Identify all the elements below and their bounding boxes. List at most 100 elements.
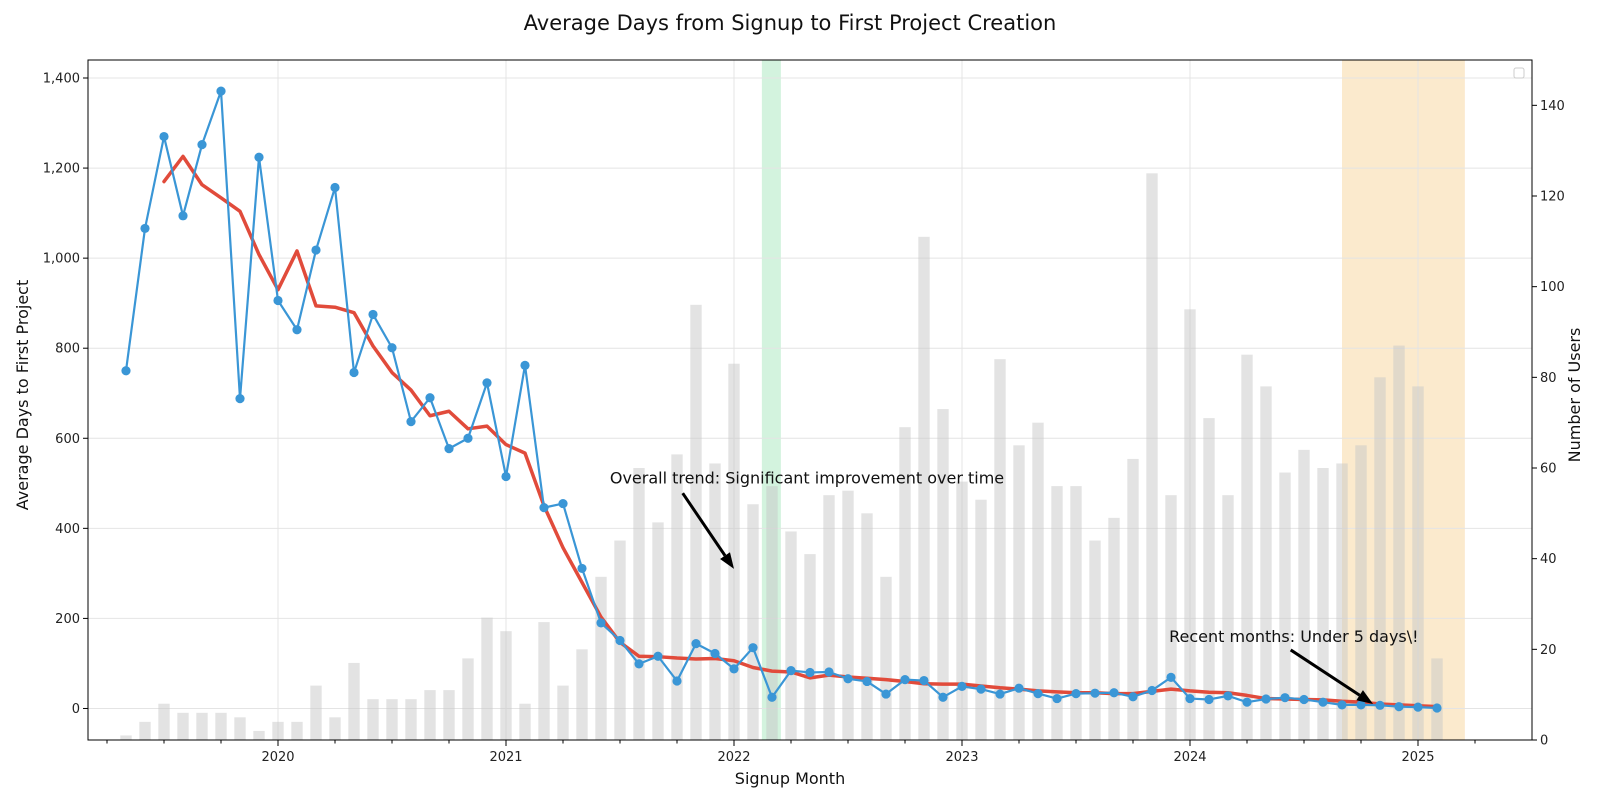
user-count-bar [1203,418,1215,740]
user-count-bar [291,721,303,740]
user-count-bar [1032,422,1044,740]
user-count-bar [405,699,417,740]
user-count-bar [253,730,265,740]
avg-days-point [1109,688,1119,698]
avg-days-point [1432,703,1442,713]
user-count-bar [975,499,987,740]
avg-days-point [1242,697,1252,707]
y-tick-label: 600 [55,432,80,447]
annotation-text-2: Recent months: Under 5 days\! [1169,627,1418,646]
user-count-bar [329,717,341,740]
user-count-bar [899,427,911,740]
user-count-bar [1241,354,1253,740]
user-count-bar [1184,309,1196,740]
user-count-bar [158,703,170,740]
avg-days-point [976,684,986,694]
user-count-bar [177,712,189,740]
x-axis-title: Signup Month [735,769,845,788]
user-count-bar [880,576,892,740]
annotation-text-1: Overall trend: Significant improvement o… [610,468,1004,487]
user-count-bar [1431,658,1443,740]
avg-days-point [1014,683,1024,693]
user-count-bar [595,576,607,740]
avg-days-point [387,343,397,353]
y-tick-label: 200 [55,612,80,627]
user-count-bar [918,236,930,741]
avg-days-point [235,394,245,404]
y2-tick-label: 80 [1540,371,1557,386]
y2-tick-label: 40 [1540,552,1557,567]
avg-days-point [824,667,834,677]
avg-days-point [995,689,1005,699]
avg-days-point [1166,672,1176,683]
y-axis-title: Average Days to First Project [13,280,32,510]
avg-days-point [482,378,492,388]
user-count-bar [500,631,512,740]
user-count-bar [1279,472,1291,740]
avg-days-point [1071,689,1081,699]
y2-tick-label: 0 [1540,734,1548,749]
avg-days-point [159,131,169,142]
user-count-bar [1127,458,1139,740]
avg-days-point [558,498,568,509]
avg-days-point [957,681,967,692]
avg-days-point [729,664,739,674]
user-count-bar [747,504,759,740]
legend-box [1513,67,1525,79]
user-count-bar [1070,486,1082,740]
user-count-bar [1298,449,1310,740]
user-count-bar [1374,377,1386,740]
avg-days-point [539,503,549,513]
user-count-bar [861,513,873,740]
user-count-bar [348,662,360,740]
y-tick-label: 1,200 [43,162,80,177]
user-count-bar [1165,495,1177,740]
y2-tick-label: 60 [1540,462,1557,477]
x-tick-label: 2022 [717,750,750,765]
user-count-bar [462,658,474,740]
user-count-bar [576,649,588,740]
avg-days-point [938,692,948,702]
user-count-bar [443,690,455,740]
y2-tick-label: 120 [1540,190,1565,205]
user-count-bar [690,304,702,740]
annotation-arrow-1 [681,492,727,557]
user-count-bar [823,495,835,740]
avg-days-point [1280,693,1290,703]
user-count-bar [1317,468,1329,740]
avg-days-point [368,309,378,320]
avg-days-point [767,692,777,702]
avg-days-point [1185,693,1195,704]
user-count-bar [120,735,132,740]
annotation-arrow-2 [1289,648,1361,697]
plot-frame [87,59,1533,741]
user-count-bar [367,699,379,740]
avg-days-point [1394,702,1404,712]
annotation-arrowhead-1 [720,552,734,569]
avg-days-point [710,648,720,659]
avg-days-point [805,667,815,678]
avg-days-point [1337,700,1347,710]
user-count-bar [671,454,683,740]
user-count-bar [728,363,740,740]
chart-title: Average Days from Signup to First Projec… [524,11,1057,35]
user-count-bar [481,617,493,740]
avg-days-point [919,675,929,686]
user-count-bar [937,409,949,740]
user-count-bar [956,481,968,740]
avg-days-point [748,643,758,653]
y2-axis-title: Number of Users [1565,328,1584,463]
x-tick-label: 2023 [945,750,978,765]
user-count-bar [215,712,227,740]
avg-days-point [634,659,644,669]
avg-days-point [881,689,891,699]
avg-days-point [330,182,340,193]
avg-days-point [672,676,682,686]
avg-days-point [1261,694,1271,704]
user-count-bar [1260,386,1272,740]
user-count-bar [804,554,816,740]
user-count-bar [538,622,550,740]
user-count-bar [1089,540,1101,740]
avg-days-point [1204,694,1214,705]
